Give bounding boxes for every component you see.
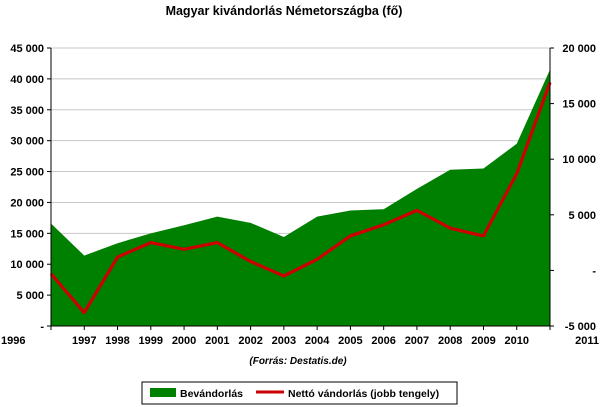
x-tick-label: 2011 xyxy=(575,335,599,347)
legend-swatch-area xyxy=(150,388,176,397)
x-tick-label: 1996 xyxy=(1,335,25,347)
legend-frame xyxy=(141,381,458,405)
legend-label-area: Bevándorlás xyxy=(180,388,243,400)
x-tick-label: 2002 xyxy=(238,335,262,347)
line-series-netto-vandorlas xyxy=(49,81,552,315)
x-tick-label: 2007 xyxy=(405,335,429,347)
right-tick-label: 5 000 xyxy=(568,210,596,222)
left-tick-label: 20 000 xyxy=(10,197,44,209)
x-tick-label: 1999 xyxy=(139,335,163,347)
chart-title: Magyar kivándorlás Németországba (fő) xyxy=(166,4,403,18)
right-tick-label: 10 000 xyxy=(562,154,596,166)
left-tick-label: 40 000 xyxy=(10,74,44,86)
x-tick-label: 2005 xyxy=(338,335,362,347)
left-tick-label: 45 000 xyxy=(10,43,44,55)
x-tick-label: 2003 xyxy=(272,335,296,347)
left-tick-label: - xyxy=(40,321,44,333)
right-tick-label: - xyxy=(592,265,596,277)
x-axis-ticks: 1996 1997 1998 1999 2000 2001 2002 2003 2004 2005… xyxy=(1,326,599,347)
left-tick-label: 15 000 xyxy=(10,228,44,240)
left-tick-label: 5 000 xyxy=(16,290,44,302)
right-tick-label: -5 000 xyxy=(565,321,596,333)
x-tick-label: 2004 xyxy=(305,335,330,347)
left-tick-label: 10 000 xyxy=(10,259,44,271)
x-tick-label: 2010 xyxy=(504,335,528,347)
x-tick-label: 2009 xyxy=(471,335,495,347)
right-tick-label: 15 000 xyxy=(562,99,596,111)
line-layer xyxy=(49,81,552,315)
left-tick-label: 30 000 xyxy=(10,136,44,148)
x-tick-label: 2006 xyxy=(371,335,395,347)
left-axis-ticks: - 5 000 10 000 15 000 20 000 25 000 30 000 35 0… xyxy=(10,43,51,333)
x-tick-label: 1997 xyxy=(72,335,96,347)
x-tick-label: 2000 xyxy=(172,335,196,347)
source-note: (Forrás: Destatis.de) xyxy=(249,356,347,367)
legend: Bevándorlás Nettó vándorlás (jobb tengel… xyxy=(141,381,458,405)
x-tick-label: 2008 xyxy=(438,335,462,347)
left-tick-label: 35 000 xyxy=(10,105,44,117)
left-tick-label: 25 000 xyxy=(10,167,44,179)
legend-label-line: Nettó vándorlás (jobb tengely) xyxy=(288,388,439,400)
area-layer xyxy=(51,69,550,326)
x-tick-label: 1998 xyxy=(105,335,129,347)
x-tick-label: 2001 xyxy=(205,335,229,347)
axes xyxy=(50,48,551,327)
area-series-bevandorlas xyxy=(51,69,550,326)
right-tick-label: 20 000 xyxy=(562,43,596,55)
